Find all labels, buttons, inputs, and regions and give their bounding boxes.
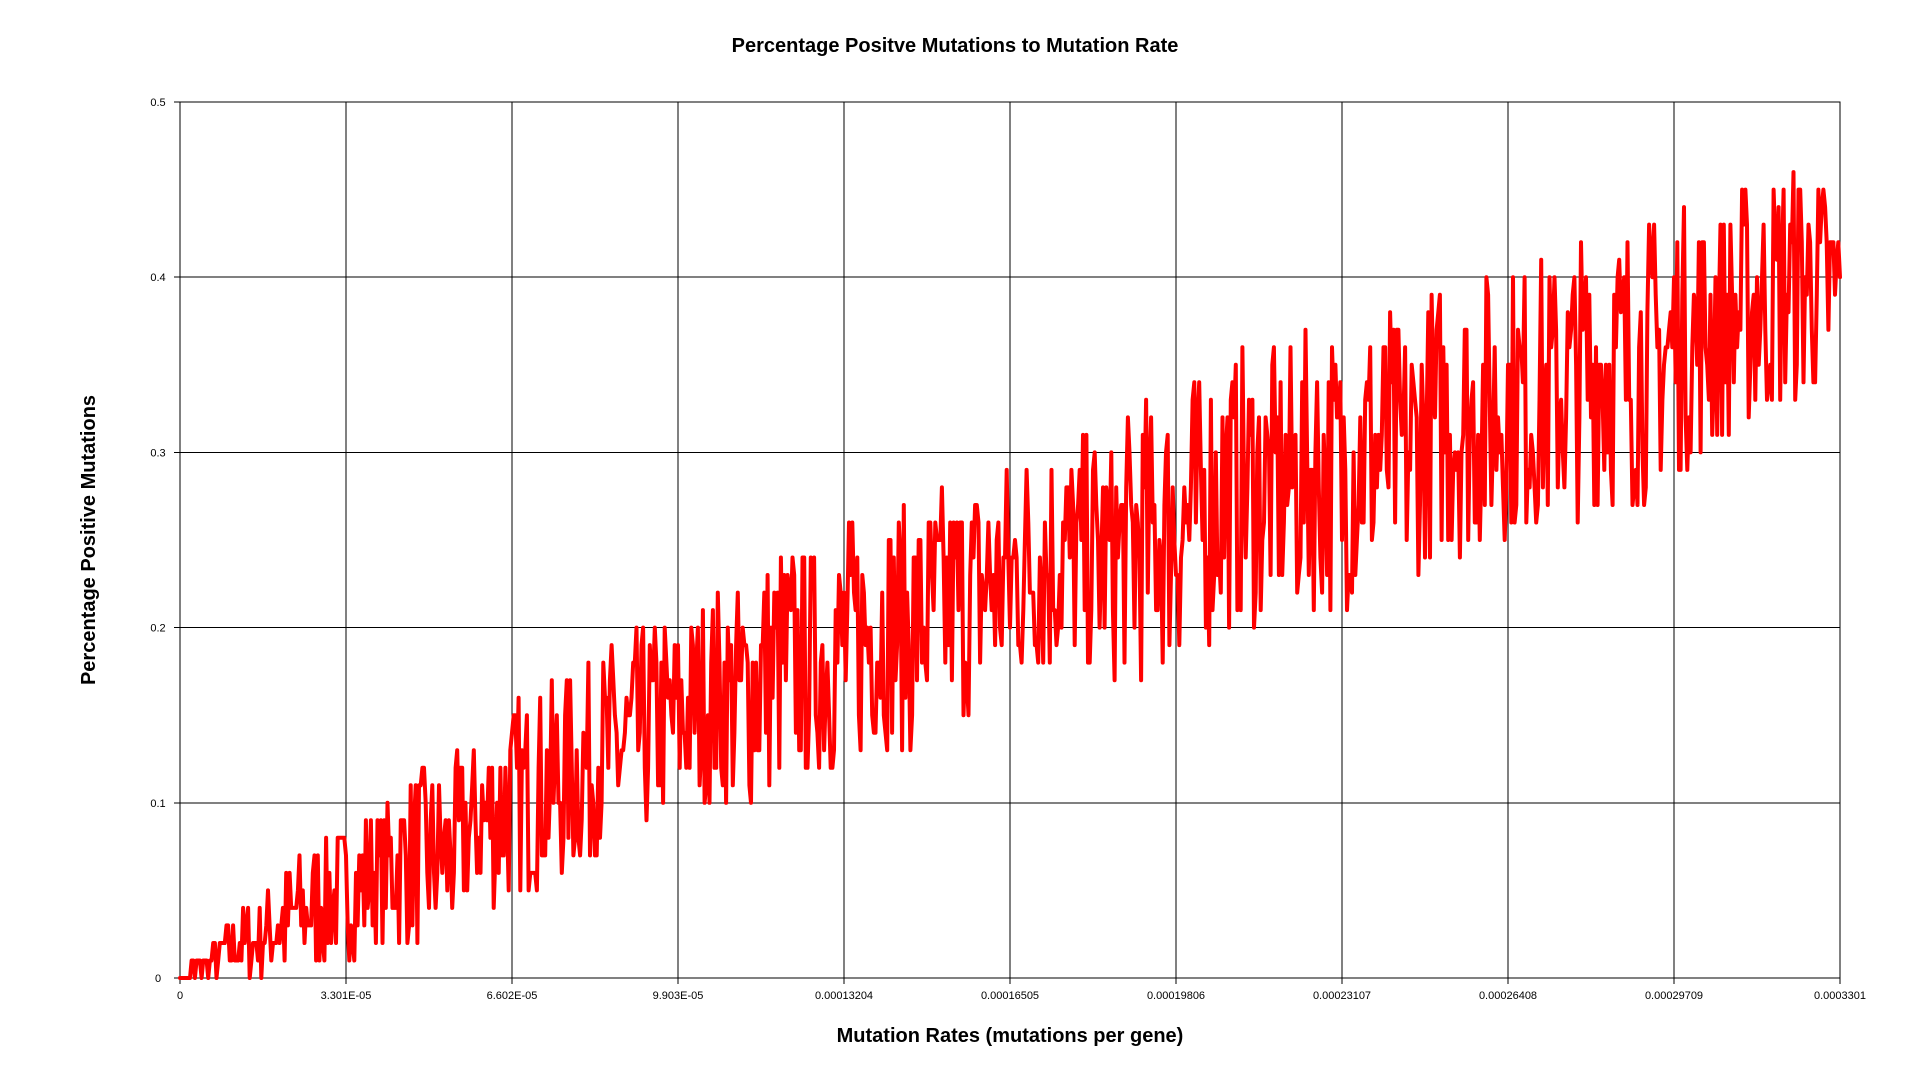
x-tick-label: 0.00026408: [1479, 990, 1537, 1002]
x-axis-label: Mutation Rates (mutations per gene): [837, 1025, 1184, 1047]
x-tick-label: 0: [177, 990, 183, 1002]
y-tick-label: 0.4: [150, 272, 165, 284]
x-tick-label: 3.301E-05: [321, 990, 372, 1002]
x-tick-label: 0.00013204: [815, 990, 873, 1002]
y-axis-label: Percentage Positive Mutations: [78, 395, 100, 685]
x-tick-label: 9.903E-05: [653, 990, 704, 1002]
x-tick-label: 0.00023107: [1313, 990, 1371, 1002]
x-tick-label: 0.00019806: [1147, 990, 1205, 1002]
chart-title: Percentage Positve Mutations to Mutation…: [732, 35, 1179, 57]
y-tick-labels: 0 0.1 0.2 0.3 0.4 0.5: [150, 97, 165, 985]
x-tick-label: 6.602E-05: [487, 990, 538, 1002]
x-tick-labels: 0 3.301E-05 6.602E-05 9.903E-05 0.00013204 0.…: [177, 990, 1866, 1002]
x-tick-label: 0.0003301: [1814, 990, 1866, 1002]
y-tick-label: 0: [155, 973, 161, 985]
y-tick-label: 0.5: [150, 97, 165, 109]
series-line: [178, 170, 1842, 980]
y-tick-label: 0.1: [150, 798, 165, 810]
y-tick-label: 0.2: [150, 623, 165, 635]
plot-frame: [179, 101, 1841, 979]
y-tick-label: 0.3: [150, 447, 165, 459]
x-tick-label: 0.00029709: [1645, 990, 1703, 1002]
x-tick-label: 0.00016505: [981, 990, 1039, 1002]
